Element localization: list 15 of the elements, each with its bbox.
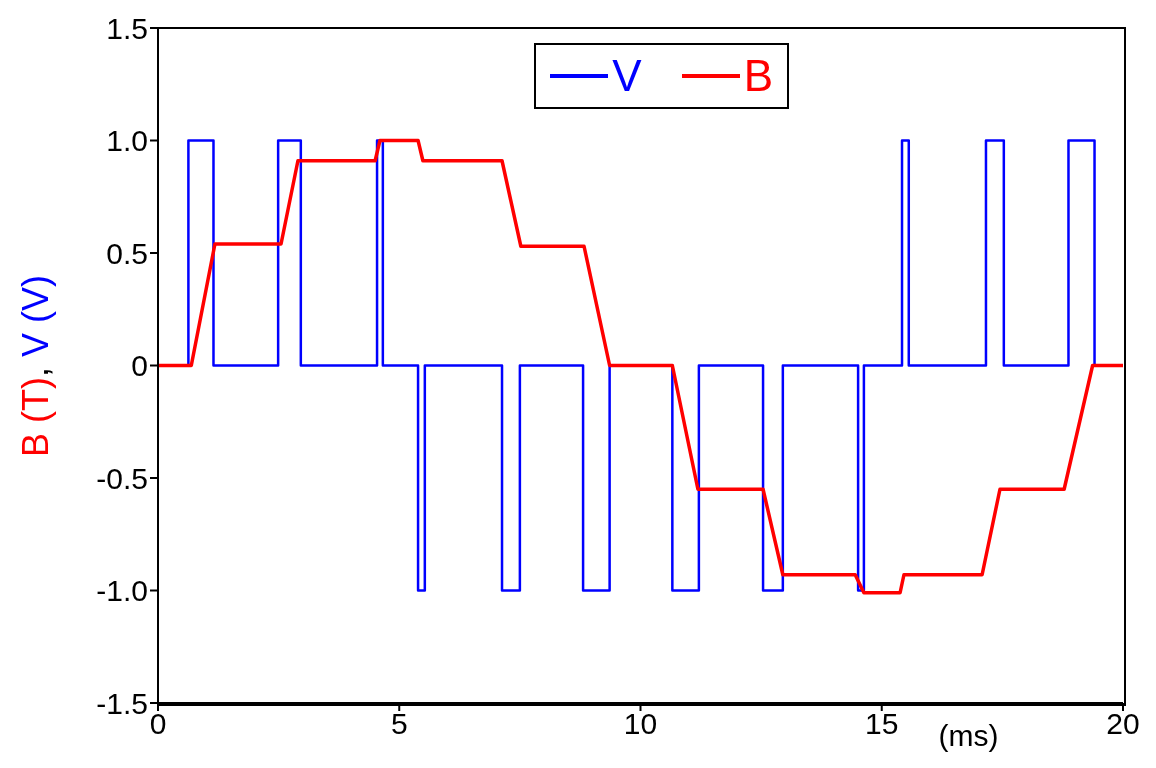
y-axis-title: B (T), V (V) [15,274,56,457]
x-tick-label: 20 [1106,707,1140,741]
y-tick-label: 1.5 [106,11,148,45]
y-tick-label: 1.0 [106,124,148,158]
x-tick-label: 5 [390,707,408,741]
y-tick-label: -1.5 [96,686,148,720]
x-axis-title: (ms) [938,719,999,753]
y-tick-label: -1.0 [96,574,148,608]
legend-label: B [743,50,774,102]
x-tick-label: 15 [865,707,899,741]
legend-label: V [612,50,642,102]
x-tick-label: 10 [623,707,658,741]
y-tick-label: 0.5 [106,236,148,270]
y-tick-label: 0 [131,349,148,383]
y-tick-label: -0.5 [96,461,148,495]
